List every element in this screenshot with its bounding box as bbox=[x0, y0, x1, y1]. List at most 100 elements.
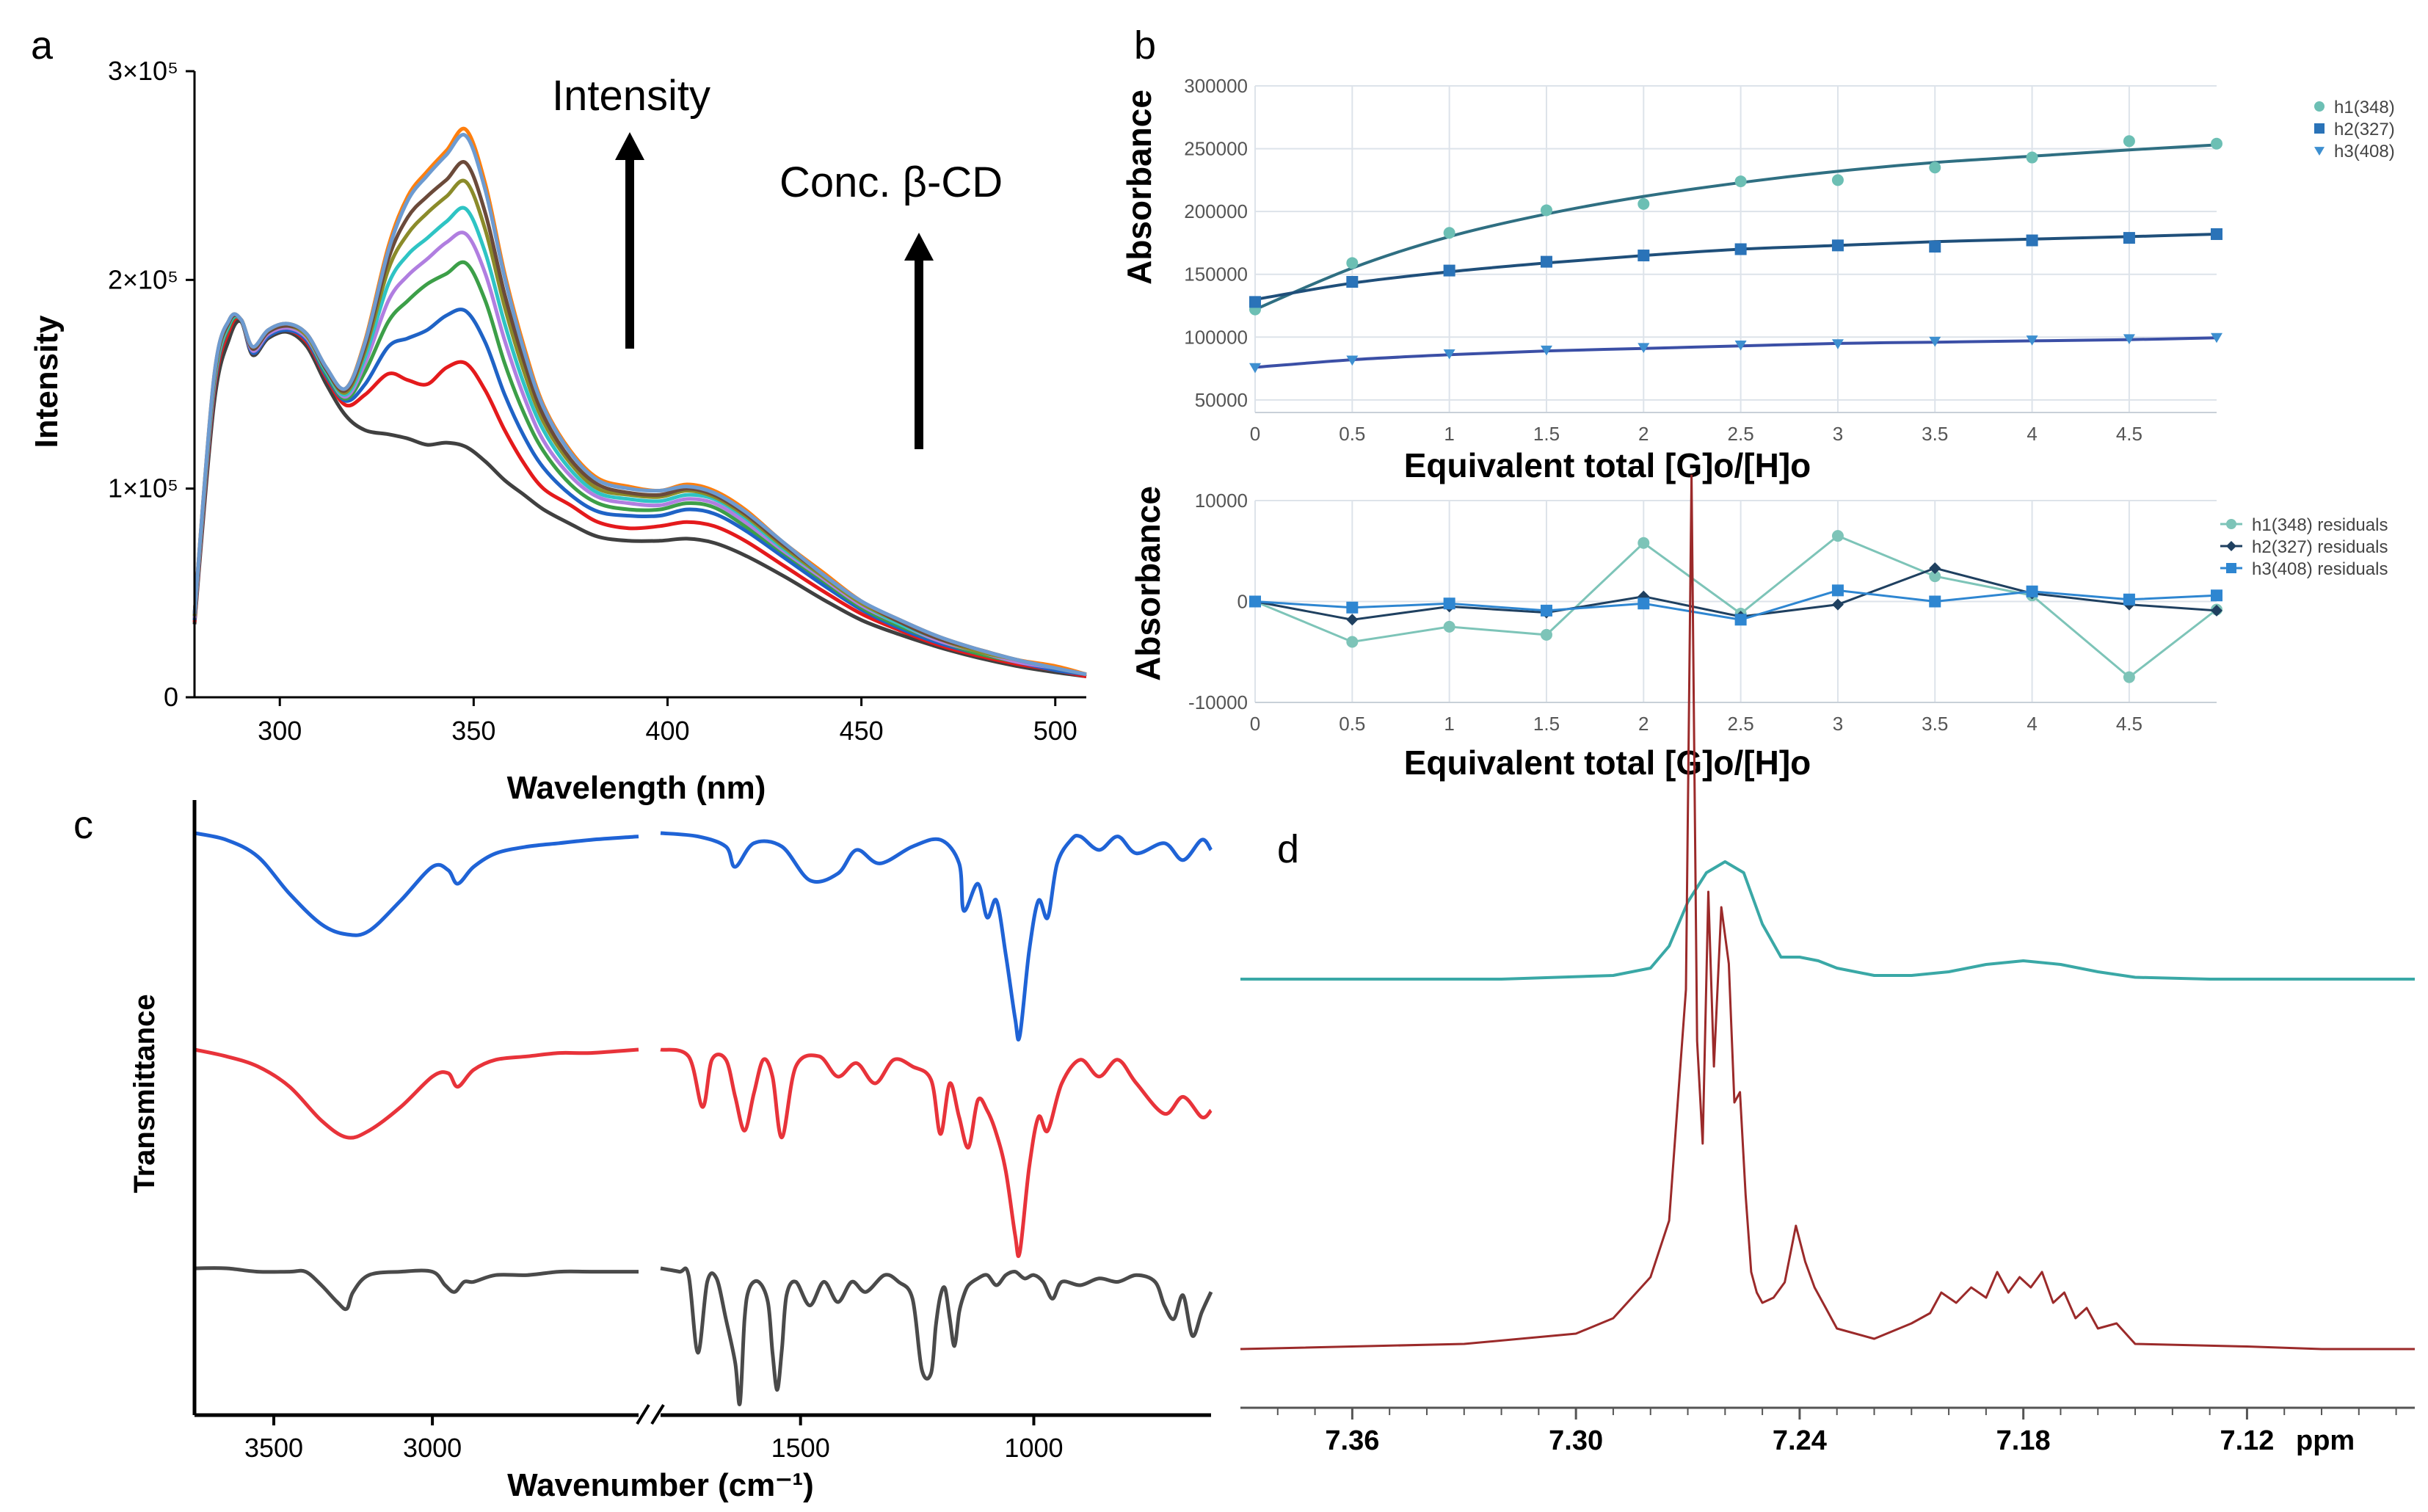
legend-marker bbox=[2314, 123, 2325, 134]
x-tick-label: 1000 bbox=[1004, 1433, 1063, 1463]
data-point bbox=[1734, 340, 1747, 351]
nmr-spectrum-teal bbox=[1240, 860, 2415, 981]
legend-label: h3(408) bbox=[2334, 142, 2395, 161]
data-point bbox=[1734, 614, 1747, 626]
spectrum-line-s10 bbox=[192, 133, 1087, 677]
data-point bbox=[1346, 257, 1359, 269]
ir-spectrum-blue-low bbox=[660, 831, 1213, 1042]
x-tick-label: 2.5 bbox=[1728, 713, 1754, 735]
x-tick-label: 3.5 bbox=[1922, 713, 1948, 735]
panel-c-ticks: 3500 3000 1500 1000 bbox=[244, 1415, 1064, 1463]
nmr-spectrum-maroon bbox=[1240, 474, 2415, 1351]
data-point bbox=[1831, 239, 1844, 252]
data-point bbox=[1540, 204, 1552, 217]
data-point bbox=[2211, 332, 2222, 344]
x-tick-label: 450 bbox=[840, 716, 884, 746]
spectrum-line-s8 bbox=[192, 160, 1087, 677]
data-point bbox=[1540, 345, 1552, 356]
data-point bbox=[1831, 530, 1844, 542]
ir-spectrum-black-high bbox=[194, 1266, 639, 1312]
y-tick-label: 100000 bbox=[1184, 326, 1248, 348]
x-tick-label: 7.12 bbox=[2220, 1425, 2274, 1456]
panel-a-y-label: Intensity bbox=[29, 315, 65, 448]
x-tick-label: 2 bbox=[1638, 423, 1649, 445]
data-point bbox=[2123, 232, 2135, 244]
x-tick-label: 4 bbox=[2027, 713, 2037, 735]
data-point bbox=[1929, 336, 1941, 347]
y-tick-label: 10000 bbox=[1195, 490, 1248, 512]
data-point bbox=[1346, 355, 1359, 366]
legend-marker bbox=[2314, 147, 2325, 156]
panel-c-y-label: Transmittance bbox=[128, 994, 161, 1193]
data-point bbox=[1638, 537, 1650, 549]
x-tick-label: 7.24 bbox=[1773, 1425, 1827, 1456]
data-point bbox=[2026, 585, 2038, 597]
panel-b-top-grid bbox=[1254, 85, 2217, 413]
legend-label: h1(348) bbox=[2334, 98, 2395, 117]
data-point bbox=[1734, 243, 1747, 255]
x-tick-label: 7.18 bbox=[1996, 1425, 2051, 1456]
data-point bbox=[1831, 584, 1844, 597]
y-tick-label: 0 bbox=[164, 682, 178, 712]
x-tick-label: 4 bbox=[2027, 423, 2037, 445]
x-tick-label: 3 bbox=[1833, 423, 1843, 445]
data-point bbox=[1249, 363, 1261, 374]
arrow-conc-head bbox=[904, 233, 934, 261]
data-point bbox=[2026, 335, 2038, 346]
legend-marker bbox=[2226, 541, 2236, 551]
y-tick-label: 50000 bbox=[1195, 389, 1248, 411]
data-point bbox=[1443, 620, 1455, 633]
y-tick-label: 2×10⁵ bbox=[108, 264, 178, 294]
panel-d-nmr: 7.36 7.30 7.24 7.18 7.12 ppm bbox=[1240, 474, 2415, 1456]
data-point bbox=[1638, 197, 1650, 210]
data-point bbox=[1929, 161, 1941, 174]
spectrum-line-s5 bbox=[192, 230, 1087, 677]
y-tick-label: 3×10⁵ bbox=[108, 56, 178, 86]
x-tick-label: 2 bbox=[1638, 713, 1649, 735]
fit-curve-h1(348) bbox=[1254, 143, 2217, 311]
x-tick-label: 3.5 bbox=[1922, 423, 1948, 445]
panel-c-ir: 3500 3000 1500 1000 Wavenumber (cm⁻¹) Trans… bbox=[128, 800, 1213, 1503]
panel-d-x-label: ppm bbox=[2296, 1425, 2355, 1456]
x-tick-label: 3000 bbox=[403, 1433, 462, 1463]
data-point bbox=[1929, 241, 1941, 253]
panel-a-x-label: Wavelength (nm) bbox=[507, 770, 766, 806]
panel-b-fit: 0 0.5 1 1.5 2 2.5 3 3.5 4 4.5 50000 100000 150000 200… bbox=[1120, 75, 2395, 484]
y-tick-label: 300000 bbox=[1184, 75, 1248, 97]
data-point bbox=[1443, 264, 1455, 277]
data-point bbox=[1249, 296, 1261, 308]
x-tick-label: 1 bbox=[1444, 713, 1454, 735]
legend-marker bbox=[2226, 519, 2236, 529]
data-point bbox=[2026, 234, 2038, 247]
panel-label-b: b bbox=[1134, 23, 1156, 68]
x-tick-label: 0.5 bbox=[1339, 423, 1365, 445]
legend-label: h2(327) residuals bbox=[2252, 537, 2388, 557]
panel-c-lines bbox=[194, 831, 1213, 1406]
x-tick-label: 2.5 bbox=[1728, 423, 1754, 445]
panel-b-top-series bbox=[1249, 135, 2222, 374]
data-point bbox=[1929, 570, 1941, 583]
spectrum-line-s9 bbox=[192, 126, 1087, 677]
data-point bbox=[1540, 628, 1552, 641]
data-point bbox=[1929, 562, 1941, 575]
panel-b-top-y-label: Absorbance bbox=[1120, 90, 1158, 285]
data-point bbox=[1831, 174, 1844, 186]
data-point bbox=[1831, 598, 1844, 611]
panel-b-bottom-series bbox=[1249, 530, 2222, 683]
ir-spectrum-red-low bbox=[660, 1047, 1213, 1258]
x-tick-label: 0 bbox=[1250, 713, 1260, 735]
axis-break-mark-1 bbox=[636, 1403, 650, 1425]
data-point bbox=[1831, 339, 1844, 349]
panel-b-bottom-y-label: Absorbance bbox=[1129, 486, 1167, 681]
panel-label-c: c bbox=[73, 803, 93, 847]
x-tick-label: 0.5 bbox=[1339, 713, 1365, 735]
data-point bbox=[1540, 604, 1552, 617]
panel-b-top-legend: h1(348) h2(327) h3(408) bbox=[2314, 98, 2395, 161]
data-point bbox=[1346, 601, 1359, 614]
panel-b-top-x-label: Equivalent total [G]o/[H]o bbox=[1404, 446, 1811, 484]
x-tick-label: 7.36 bbox=[1325, 1425, 1379, 1456]
panel-a-spectra: 300 350 400 450 500 0 1×10⁵ 2×10⁵ 3×10⁵ Waveleng… bbox=[29, 56, 1087, 806]
